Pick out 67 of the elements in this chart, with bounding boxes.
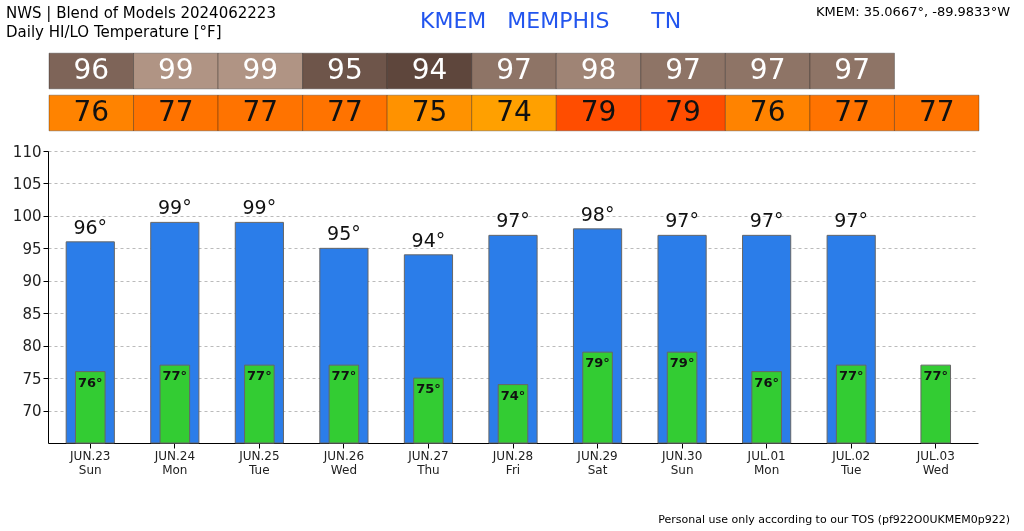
- data-label: 94°: [411, 228, 446, 251]
- data-label: 95°: [327, 222, 361, 245]
- y-tick-label: 90: [22, 272, 42, 291]
- x-tick-label: JUN.28 Fri: [491, 448, 534, 477]
- data-label: 76°: [77, 374, 103, 390]
- data-label: 76: [73, 95, 110, 128]
- y-tick-label: 80: [22, 337, 42, 356]
- data-label: 97: [834, 53, 870, 86]
- x-tick-label: JUL.02 Tue: [831, 448, 871, 477]
- data-label: 76: [749, 95, 786, 128]
- x-tick-label: JUN.29 Sat: [576, 448, 618, 477]
- data-label: 97°: [496, 209, 530, 232]
- text: Personal use only according to our TOS (pf922O0UKMEM0p922): [658, 513, 1010, 526]
- data-label: 79°: [585, 355, 610, 371]
- y-tick-label: 70: [22, 402, 42, 421]
- data-label: 75°: [416, 381, 441, 397]
- x-tick-label: JUN.27 Thu: [407, 448, 449, 477]
- data-label: 95: [327, 53, 363, 86]
- y-tick-label: 100: [12, 207, 42, 226]
- y-tick-label: 110: [12, 142, 42, 161]
- data-label: 94: [411, 53, 448, 86]
- data-label: 96°: [73, 215, 108, 238]
- data-label: 77: [918, 95, 955, 128]
- data-label: 77°: [162, 368, 188, 384]
- data-label: 99: [158, 53, 194, 86]
- y-tick-label: 105: [12, 174, 42, 193]
- data-label: 96: [73, 53, 110, 86]
- y-tick-label: 75: [22, 369, 42, 388]
- data-label: 77°: [331, 368, 357, 384]
- chart-subtitle: Daily HI/LO Temperature [°F]: [6, 23, 222, 41]
- data-label: 99: [242, 53, 279, 86]
- data-label: 99°: [157, 196, 192, 219]
- x-tick-label: JUN.25 Tue: [238, 448, 280, 477]
- text: KMEM: 35.0667°, -89.9833°W: [815, 4, 1010, 19]
- x-tick-label: JUN.23 Sun: [69, 448, 111, 477]
- data-label: 77: [242, 95, 279, 128]
- data-label: 97°: [665, 209, 699, 232]
- data-label: 79: [580, 95, 617, 128]
- data-label: 76°: [754, 374, 779, 390]
- data-label: 77°: [838, 368, 864, 384]
- x-tick-label: JUN.24 Mon: [153, 448, 196, 477]
- data-label: 77°: [247, 368, 272, 384]
- data-label: 97°: [749, 209, 784, 232]
- y-tick-label: 95: [22, 239, 42, 258]
- data-label: 77: [327, 95, 363, 128]
- data-label: 74°: [500, 387, 526, 403]
- chart-title: NWS | Blend of Models 2024062223: [6, 4, 276, 22]
- data-label: 97°: [834, 209, 869, 232]
- data-label: 97: [496, 53, 532, 86]
- data-label: 75: [411, 95, 448, 128]
- data-label: 79: [665, 95, 701, 128]
- x-tick-label: JUL.03 Wed: [915, 448, 955, 477]
- data-label: 77: [158, 95, 194, 128]
- data-label: 77°: [923, 368, 949, 384]
- data-label: 97: [665, 53, 701, 86]
- x-tick-label: JUL.01 Mon: [746, 448, 786, 477]
- data-label: 77: [834, 95, 870, 128]
- data-label: 74: [496, 95, 532, 128]
- data-label: 98°: [580, 202, 615, 225]
- y-tick-label: 85: [22, 304, 42, 323]
- data-label: 98: [580, 53, 617, 86]
- x-tick-label: JUN.26 Wed: [322, 448, 365, 477]
- text: KMEM MEMPHIS TN: [420, 8, 682, 33]
- x-tick-label: JUN.30 Sun: [660, 448, 703, 477]
- data-label: 97: [749, 53, 786, 86]
- data-label: 79°: [669, 355, 695, 371]
- data-label: 99°: [242, 196, 277, 219]
